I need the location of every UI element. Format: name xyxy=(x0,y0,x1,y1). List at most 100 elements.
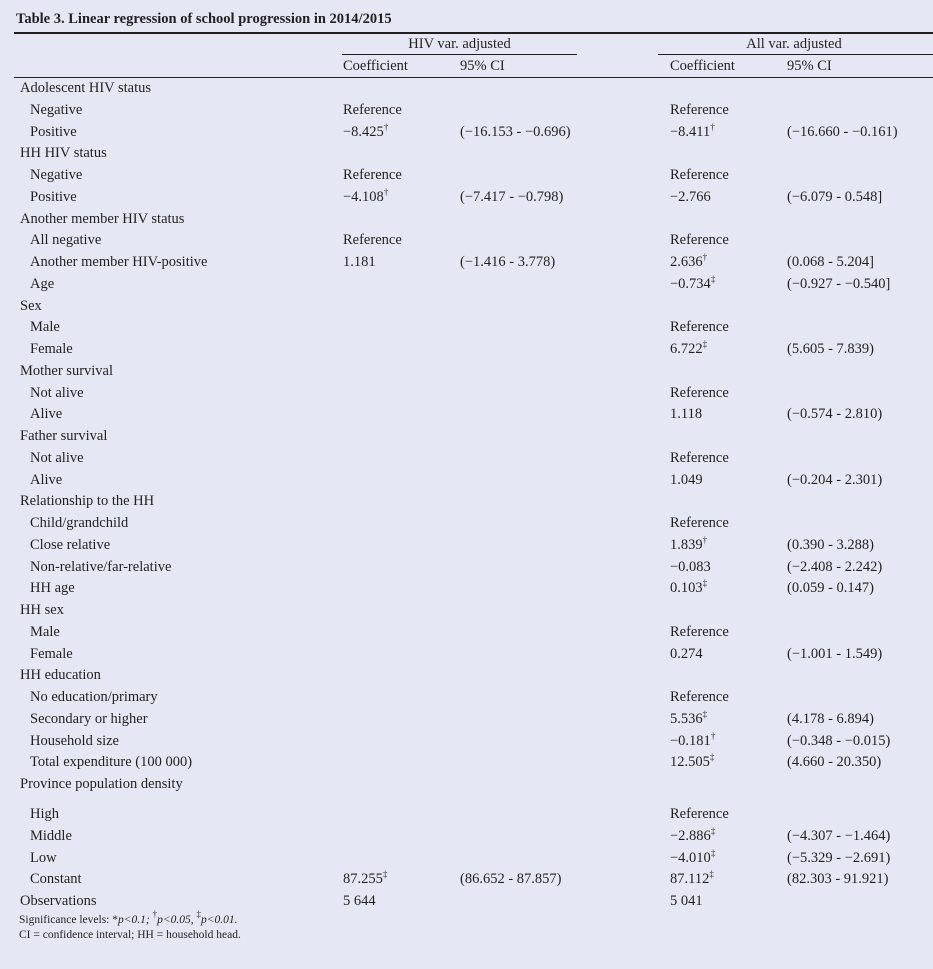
table-row: Low −4.010‡ (−5.329 - −2.691) xyxy=(0,848,933,870)
table-row: HH education xyxy=(0,665,933,687)
row-label: Non-relative/far-relative xyxy=(30,558,172,575)
table-row: HH HIV status xyxy=(0,143,933,165)
significance-marker: † xyxy=(710,730,716,741)
row-label: All negative xyxy=(30,232,102,249)
table-row: Male Reference xyxy=(0,622,933,644)
significance-marker: ‡ xyxy=(710,825,716,836)
coefficient-hiv: Reference xyxy=(343,167,402,183)
row-label: Close relative xyxy=(30,536,111,553)
ci-all: (0.390 - 3.288) xyxy=(787,536,874,553)
coefficient-all: −8.411† xyxy=(670,121,715,140)
table-body: Adolescent HIV status Negative Reference Re… xyxy=(0,78,933,913)
row-label: Relationship to the HH xyxy=(20,493,155,510)
table-row: Alive 1.049 (−0.204 - 2.301) xyxy=(0,470,933,492)
significance-marker: ‡ xyxy=(702,578,708,589)
significance-marker: † xyxy=(710,121,715,132)
coefficient-all: Reference xyxy=(670,515,729,531)
coefficient-all: Reference xyxy=(670,689,729,705)
row-label: HH age xyxy=(30,580,75,597)
ci-all: (−6.079 - 0.548] xyxy=(787,188,883,205)
table-row: Constant 87.255‡ (86.652 - 87.857) 87.112‡ (… xyxy=(0,869,933,891)
table-row: HH sex xyxy=(0,600,933,622)
coefficient-all: 1.839† xyxy=(670,534,708,553)
coefficient-all: 0.274 xyxy=(670,645,703,662)
table-row: Not alive Reference xyxy=(0,383,933,405)
ci-all: (−0.204 - 2.301) xyxy=(787,471,883,488)
col-header-ci-2: 95% CI xyxy=(787,58,832,74)
ci-all: (−0.348 - −0.015) xyxy=(787,732,891,749)
table-row: Not alive Reference xyxy=(0,448,933,470)
coefficient-hiv: 87.255‡ xyxy=(343,869,388,888)
table-row: Another member HIV status xyxy=(0,209,933,231)
significance-marker: ‡ xyxy=(709,869,714,880)
significance-note: Significance levels: *p<0.1; †p<0.05, ‡p… xyxy=(19,909,238,927)
table-row: Non-relative/far-relative −0.083 (−2.408 -… xyxy=(0,557,933,579)
ci-all: (−0.927 - −0.540] xyxy=(787,275,891,292)
coefficient-all: −2.886‡ xyxy=(670,825,716,844)
ci-all: (−5.329 - −2.691) xyxy=(787,849,891,866)
group-header-hiv: HIV var. adjusted xyxy=(408,36,511,52)
table-row: Household size −0.181† (−0.348 - −0.015) xyxy=(0,731,933,753)
coefficient-all: 1.049 xyxy=(670,471,703,488)
coefficient-hiv: −4.108† xyxy=(343,186,389,205)
row-label: Male xyxy=(30,319,60,336)
coefficient-all: 12.505‡ xyxy=(670,752,715,771)
table-row: Sex xyxy=(0,296,933,318)
row-label: Alive xyxy=(30,406,63,423)
significance-marker: † xyxy=(383,186,389,197)
coefficient-all: −2.766 xyxy=(670,188,711,205)
header-rule xyxy=(14,77,933,78)
ci-hiv: (−7.417 - −0.798) xyxy=(460,188,564,205)
row-label: Female xyxy=(30,645,73,662)
coefficient-hiv: −8.425† xyxy=(343,121,389,140)
row-label: Negative xyxy=(30,101,83,118)
table-row: All negative Reference Reference xyxy=(0,230,933,252)
coefficient-all: −0.181† xyxy=(670,730,716,749)
ci-hiv: (−16.153 - −0.696) xyxy=(460,123,571,140)
table-title: Table 3. Linear regression of school pro… xyxy=(16,11,392,27)
table-row: Father survival xyxy=(0,426,933,448)
col-header-coef-2: Coefficient xyxy=(670,58,735,74)
row-label: Alive xyxy=(30,471,63,488)
row-label: Female xyxy=(30,341,73,357)
table-row: Alive 1.118 (−0.574 - 2.810) xyxy=(0,404,933,426)
table-row: Middle −2.886‡ (−4.307 - −1.464) xyxy=(0,826,933,848)
row-label: HH education xyxy=(20,667,101,684)
coefficient-all: Reference xyxy=(670,167,729,183)
row-label: Positive xyxy=(30,188,77,205)
ci-hiv: (86.652 - 87.857) xyxy=(460,871,562,888)
coefficient-all: 6.722‡ xyxy=(670,339,708,358)
table-row: Age −0.734‡ (−0.927 - −0.540] xyxy=(0,274,933,296)
table-row: Observations 5 644 5 041 xyxy=(0,891,933,913)
group-header-all: All var. adjusted xyxy=(746,36,842,52)
row-label: Observations xyxy=(20,893,97,909)
table-row: Female 0.274 (−1.001 - 1.549) xyxy=(0,644,933,666)
col-header-coef-1: Coefficient xyxy=(343,58,408,74)
coefficient-all: 5.536‡ xyxy=(670,708,708,727)
row-label: No education/primary xyxy=(30,689,158,705)
table-row: Another member HIV-positive 1.181 (−1.416 … xyxy=(0,252,933,274)
coefficient-all: −0.083 xyxy=(670,558,711,575)
coefficient-all: Reference xyxy=(670,623,729,640)
significance-marker: ‡ xyxy=(702,708,708,719)
coefficient-all: −0.734‡ xyxy=(670,273,716,292)
row-label: Province population density xyxy=(20,776,183,792)
row-label: Adolescent HIV status xyxy=(20,80,152,96)
table-row: Relationship to the HH xyxy=(0,491,933,513)
row-label: Not alive xyxy=(30,384,84,401)
coefficient-all: −4.010‡ xyxy=(670,847,716,866)
table-row: Adolescent HIV status xyxy=(0,78,933,100)
row-label: Another member HIV-positive xyxy=(30,254,208,270)
coefficient-all: 2.636† xyxy=(670,252,708,271)
row-label: Another member HIV status xyxy=(20,210,185,227)
row-label: Not alive xyxy=(30,449,84,466)
significance-marker: † xyxy=(383,121,389,132)
coefficient-all: Reference xyxy=(670,319,729,336)
significance-marker: ‡ xyxy=(382,869,388,880)
ci-all: (0.068 - 5.204] xyxy=(787,254,874,270)
significance-marker: ‡ xyxy=(710,273,716,284)
table-row: Child/grandchild Reference xyxy=(0,513,933,535)
table-row: Male Reference xyxy=(0,317,933,339)
table-row: High Reference xyxy=(0,796,933,826)
